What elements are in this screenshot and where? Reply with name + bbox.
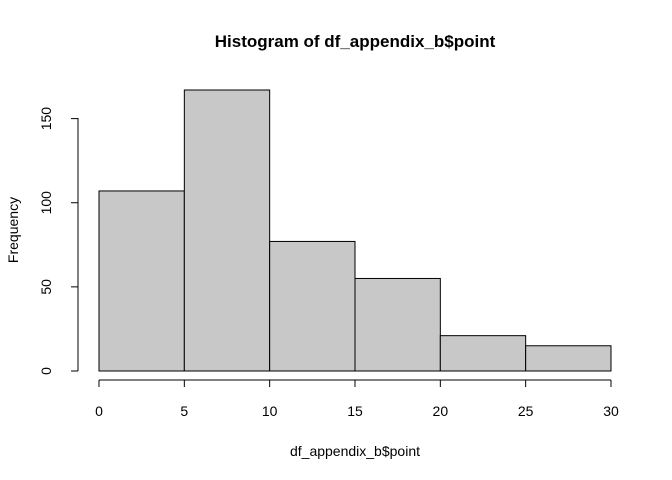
- chart-title: Histogram of df_appendix_b$point: [215, 32, 496, 51]
- histogram-bar-2: [269, 240, 356, 372]
- y-tick-label-3: 150: [38, 107, 54, 131]
- histogram-bar-3: [354, 277, 441, 372]
- x-tick-label-3: 15: [347, 403, 363, 419]
- x-axis: 0 5 10 15 20 25 30: [95, 379, 619, 419]
- y-axis-label: Frequency: [5, 197, 21, 263]
- bars-group: [98, 89, 612, 372]
- x-tick-label-6: 30: [603, 403, 619, 419]
- histogram-bar-4: [439, 335, 527, 372]
- x-tick-label-4: 20: [433, 403, 449, 419]
- y-tick-label-0: 0: [38, 367, 54, 375]
- x-tick-label-5: 25: [518, 403, 534, 419]
- y-tick-label-1: 50: [38, 279, 54, 295]
- x-axis-label: df_appendix_b$point: [290, 443, 420, 459]
- y-tick-label-2: 100: [38, 191, 54, 215]
- histogram-bar-0: [98, 190, 185, 372]
- x-tick-label-0: 0: [95, 403, 103, 419]
- histogram-bar-1: [183, 89, 271, 372]
- x-tick-label-1: 5: [180, 403, 188, 419]
- x-tick-label-2: 10: [262, 403, 278, 419]
- y-axis: 0 50 100 150: [38, 107, 79, 375]
- histogram-bar-5: [525, 345, 612, 372]
